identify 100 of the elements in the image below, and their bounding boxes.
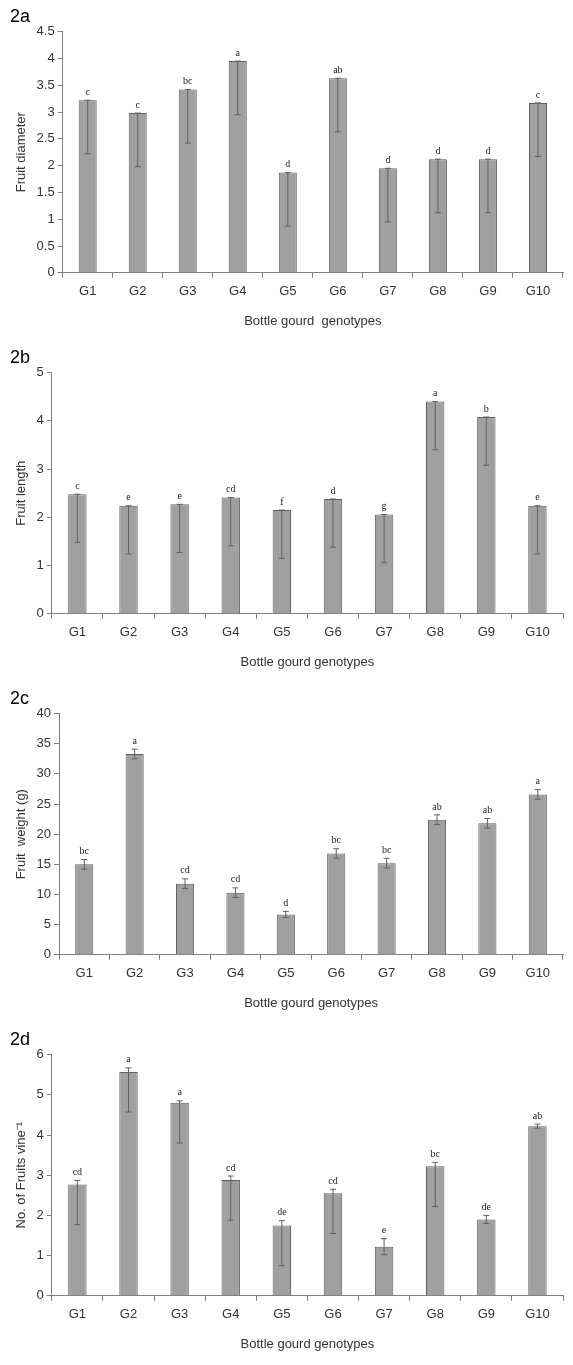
x-tick-label: G10: [525, 624, 550, 640]
y-tick-label: 4: [36, 1126, 44, 1142]
x-tick-label: G9: [477, 624, 495, 640]
y-tick-label: 1: [36, 1247, 44, 1263]
data-label: d: [283, 897, 289, 909]
data-label: a: [177, 1086, 183, 1098]
x-tick-label: G7: [377, 965, 396, 981]
data-label: g: [381, 500, 387, 512]
x-tick-label: G2: [119, 1306, 138, 1322]
y-tick-label: 3.5: [36, 76, 55, 92]
y-axis-title: Fruit weight (g): [13, 789, 29, 880]
data-label: cd: [226, 1161, 236, 1173]
data-label: c: [135, 98, 141, 110]
y-axis-title: Fruit length: [13, 460, 29, 526]
x-tick-label: G6: [327, 965, 345, 981]
data-label: d: [485, 144, 491, 156]
data-label: de: [481, 1201, 492, 1213]
chart-title: 2c: [10, 687, 30, 708]
y-tick-label: 2: [36, 1206, 44, 1222]
data-label: bc: [183, 75, 194, 87]
data-label: cd: [328, 1174, 338, 1186]
x-tick-label: G2: [129, 283, 147, 299]
y-tick-label: 4: [47, 49, 55, 65]
x-tick-label: G7: [375, 1306, 393, 1322]
data-label: e: [126, 491, 132, 503]
x-tick-label: G8: [426, 624, 444, 640]
x-tick-label: G9: [478, 965, 497, 981]
chart-title: 2d: [10, 1028, 31, 1049]
y-tick-label: 25: [36, 795, 52, 811]
y-tick-label: 0: [36, 1287, 44, 1303]
data-label: a: [535, 775, 541, 787]
data-label: bc: [430, 1147, 441, 1159]
x-axis-title: Bottle gourd genotypes: [244, 312, 382, 328]
data-label: d: [330, 484, 336, 496]
data-label: c: [85, 85, 91, 97]
y-tick-label: 4.5: [36, 23, 55, 39]
data-label: c: [75, 479, 81, 491]
x-tick-label: G7: [375, 624, 393, 640]
x-tick-label: G10: [525, 965, 551, 981]
x-tick-label: G9: [477, 1306, 495, 1322]
y-tick-label: 1: [36, 557, 44, 573]
y-tick-label: 2: [36, 508, 44, 524]
x-tick-label: G3: [170, 1306, 189, 1322]
data-label: d: [435, 144, 441, 156]
x-tick-label: G1: [68, 624, 87, 640]
data-label: a: [432, 387, 438, 399]
chart-title: 2b: [10, 346, 31, 367]
x-tick-label: G9: [479, 283, 497, 299]
data-label: e: [381, 1224, 387, 1236]
x-tick-label: G7: [379, 283, 397, 299]
x-tick-label: G2: [119, 624, 138, 640]
data-label: cd: [230, 873, 241, 885]
y-tick-label: 5: [36, 364, 44, 380]
x-tick-label: G6: [324, 624, 342, 640]
data-label: d: [285, 158, 291, 170]
y-tick-label: 15: [36, 855, 52, 871]
data-label: cd: [72, 1166, 83, 1178]
data-label: f: [280, 495, 285, 507]
y-tick-label: 0: [47, 264, 55, 280]
y-tick-label: 30: [36, 765, 52, 781]
x-tick-label: G2: [125, 965, 144, 981]
data-label: ab: [482, 804, 493, 816]
x-tick-label: G8: [429, 283, 447, 299]
x-tick-label: G1: [79, 283, 97, 299]
y-tick-label: 40: [36, 705, 52, 721]
y-tick-label: 20: [36, 825, 52, 841]
x-tick-label: G4: [222, 1306, 240, 1322]
y-tick-label: 0.5: [36, 237, 55, 253]
data-label: cd: [180, 864, 190, 876]
x-tick-label: G4: [226, 965, 245, 981]
x-tick-label: G1: [75, 965, 93, 981]
y-tick-label: 3: [36, 1166, 44, 1182]
x-tick-label: G6: [324, 1306, 342, 1322]
y-tick-label: 5: [36, 1086, 44, 1102]
y-tick-label: 4: [36, 412, 44, 428]
y-tick-label: 3: [47, 103, 55, 119]
x-tick-label: G4: [229, 283, 247, 299]
data-label: e: [535, 491, 541, 503]
chart-title: 2a: [10, 5, 32, 26]
data-label: ab: [432, 800, 442, 812]
x-axis-title: Bottle gourd genotypes: [244, 994, 379, 1010]
y-tick-label: 10: [36, 886, 52, 902]
y-tick-label: 35: [36, 735, 52, 751]
x-tick-label: G5: [279, 283, 297, 299]
data-label: a: [126, 1053, 132, 1065]
x-tick-label: G6: [329, 283, 347, 299]
y-tick-label: 2: [47, 157, 55, 173]
data-label: d: [385, 153, 391, 165]
data-label: bc: [331, 834, 342, 846]
data-label: bc: [381, 843, 392, 855]
x-tick-label: G4: [222, 624, 240, 640]
y-tick-label: 3: [36, 460, 44, 476]
data-label: c: [535, 88, 541, 100]
data-label: bc: [79, 845, 90, 857]
x-tick-label: G3: [179, 283, 197, 299]
y-tick-label: 1: [47, 210, 55, 226]
y-tick-label: 1.5: [36, 183, 55, 199]
y-tick-label: 0: [36, 605, 44, 621]
y-tick-label: 5: [43, 916, 52, 932]
data-label: ab: [532, 1109, 543, 1121]
